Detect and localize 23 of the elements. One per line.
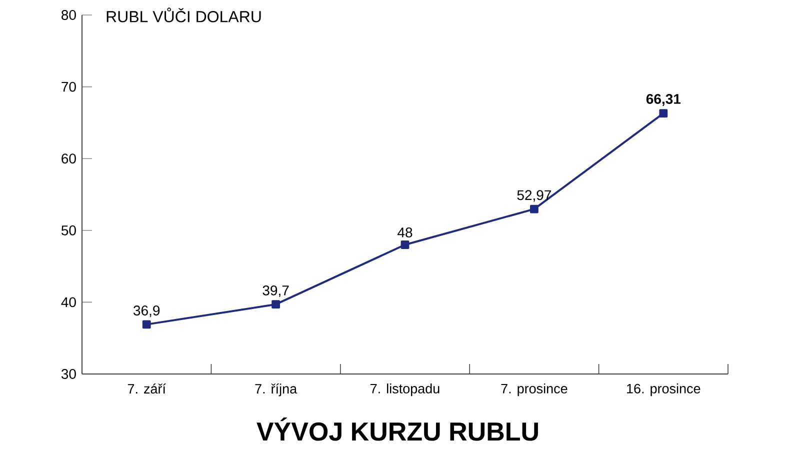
point — [400, 240, 410, 249]
data-label: 52,97 — [517, 190, 552, 202]
y-tick-label: 40 — [61, 297, 76, 308]
data-label: 39,7 — [262, 285, 289, 298]
y-tick-label: 70 — [62, 82, 76, 92]
x-tick-label: 7. října — [255, 384, 298, 396]
data-label: 66,31 — [646, 94, 681, 106]
data-label: 36,9 — [134, 306, 160, 318]
x-tick-label: 7. listopadu — [370, 384, 440, 396]
y-tick-label: 60 — [62, 154, 76, 164]
x-tick-label: 7. prosince — [501, 384, 568, 396]
point — [142, 320, 151, 329]
point — [272, 300, 280, 309]
y-tick-label: 80 — [62, 10, 76, 20]
x-tick-label: 7. září — [128, 384, 166, 394]
y-tick-label: 30 — [61, 369, 76, 379]
data-label: 48 — [398, 228, 412, 238]
point — [659, 109, 668, 118]
point — [530, 204, 538, 214]
y-tick-label: 50 — [61, 225, 76, 236]
text: VÝVOJ KURZU RUBLU — [256, 418, 538, 441]
y-axis-title: RUBL VŮČI DOLARU — [106, 8, 261, 22]
x-tick-label: 16. prosince — [627, 384, 700, 396]
